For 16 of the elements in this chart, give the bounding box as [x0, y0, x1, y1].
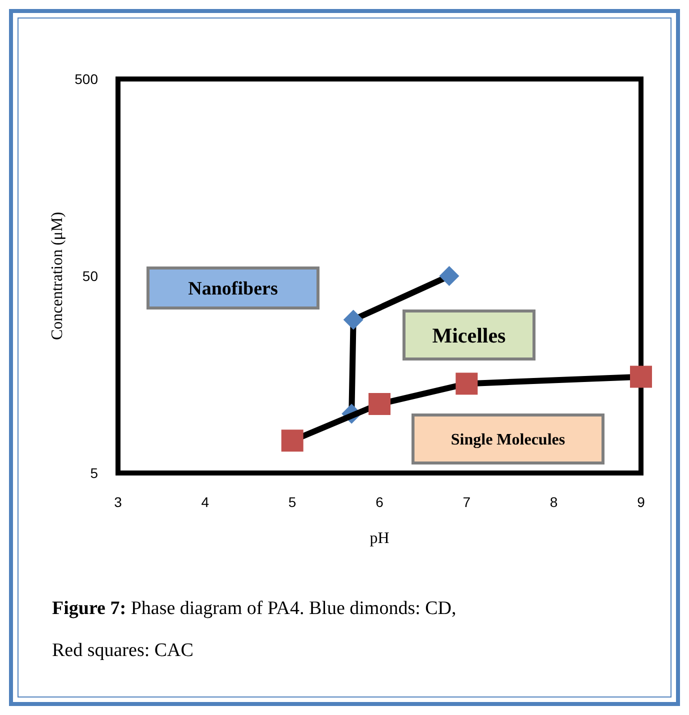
y-axis-title: Concentration (μM)	[49, 212, 66, 340]
x-tick-label: 8	[550, 494, 558, 510]
annotation: Nanofibers	[188, 278, 278, 300]
x-tick-label: 4	[201, 494, 210, 510]
caption: Figure 7: Phase diagram of PA4. Blue dimonds: CD, Red squares: CAC	[52, 598, 456, 661]
x-tick-label: 3	[114, 494, 122, 510]
y-tick-label: 50	[82, 268, 98, 284]
x-axis-title: pH	[370, 530, 390, 547]
y-tick-label: 5	[90, 465, 98, 481]
x-tick-label: 5	[288, 494, 296, 510]
x-tick-label: 6	[376, 494, 384, 510]
annotation: Micelles	[432, 323, 506, 348]
x-tick-label: 7	[462, 494, 471, 510]
y-tick-label: 500	[74, 71, 98, 87]
annotation: Single Molecules	[450, 432, 566, 449]
x-tick-label: 9	[637, 494, 646, 510]
